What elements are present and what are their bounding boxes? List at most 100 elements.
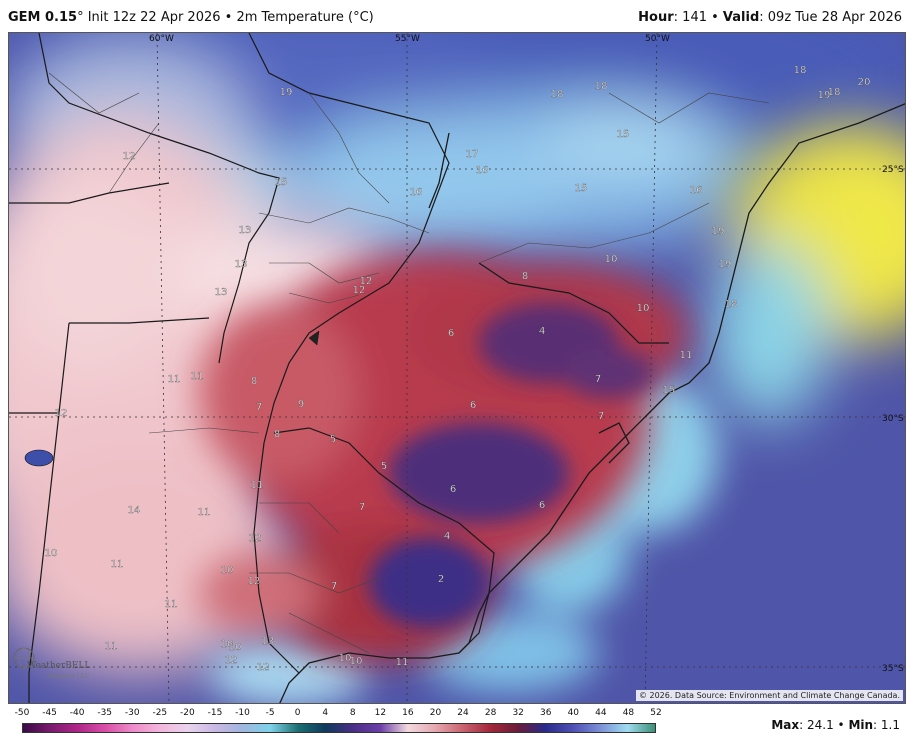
temp-label: 18: [828, 87, 841, 98]
colorbar-tick-label: 16: [402, 708, 414, 718]
hour-value: : 141 •: [673, 10, 723, 25]
country-borders: [9, 33, 669, 703]
temp-label: 12: [225, 655, 238, 666]
temp-label: 8: [274, 429, 280, 440]
colorbar-tick-label: 44: [595, 708, 607, 718]
temp-label: 13: [215, 287, 228, 298]
colorbar-tick-label: -20: [180, 708, 195, 718]
temp-label: 4: [539, 326, 545, 337]
temp-label: 13: [262, 636, 275, 647]
colorbar-tick-label: 32: [512, 708, 524, 718]
temperature-map[interactable]: 60°W 55°W 50°W 25°S 30°S 35°S 19 18 18 1…: [8, 32, 906, 704]
colorbar-tick-label: 0: [294, 708, 301, 718]
colorbar-tick-label: -40: [69, 708, 85, 718]
temp-label: 11: [396, 657, 409, 668]
lon-label-60w: 60°W: [149, 34, 174, 44]
temp-label: 15: [575, 183, 588, 194]
temp-label: 12: [360, 276, 373, 287]
temp-label: 18: [595, 81, 608, 92]
temp-label: 12: [257, 662, 270, 673]
min-value: : 1.1: [873, 718, 900, 732]
temp-label: 18: [725, 299, 738, 310]
temp-label: 13: [239, 225, 252, 236]
temp-label: 10: [339, 653, 352, 664]
temp-label: 12: [55, 408, 68, 419]
temp-label: 12: [249, 533, 262, 544]
lon-label-55w: 55°W: [395, 34, 420, 44]
temp-label: 12: [123, 151, 136, 162]
colorbar-tick-label: -15: [207, 708, 223, 718]
temp-label: 10: [229, 642, 242, 653]
lat-label-35s: 35°S: [882, 664, 904, 674]
lat-label-30s: 30°S: [882, 414, 904, 424]
colorbar-tick-label: -25: [152, 708, 168, 718]
temp-label: 10: [350, 656, 363, 667]
colorbar-tick-label: -30: [124, 708, 140, 718]
temp-label: 17: [466, 149, 479, 160]
map-canvas: 60°W 55°W 50°W 25°S 30°S 35°S 19 18 18 1…: [9, 33, 905, 703]
temp-label: 20: [858, 77, 871, 88]
temp-label: 19: [818, 90, 831, 101]
colorbar-tick-label: -50: [14, 708, 30, 718]
lakes: [24, 330, 320, 467]
temp-label: 6: [539, 500, 545, 511]
min-label: Min: [848, 718, 874, 732]
temp-label: 11: [198, 507, 211, 518]
colorbar-tick-label: 36: [540, 708, 552, 718]
copyright-notice: © 2026. Data Source: Environment and Cli…: [635, 690, 903, 701]
temp-label: 11: [165, 599, 178, 610]
temp-label: 6: [448, 328, 454, 339]
temperature-labels: 19 18 18 18 19 18 20 12 17 16 15 15 16 1…: [44, 65, 871, 673]
coastline: [279, 103, 905, 703]
temp-label: 9: [298, 399, 304, 410]
map-header: GEM 0.15° Init 12z 22 Apr 2026 • 2m Temp…: [0, 0, 914, 32]
colorbar-tick-label: 8: [349, 708, 356, 718]
temp-label: 19: [280, 87, 293, 98]
colorbar-legend: -50 -45 -40 -35 -30 -25 -20 -15 -10 -5 0 4 8 12 16 20 24…: [8, 708, 668, 748]
logo-subtext: Analytics LLC: [47, 673, 90, 680]
temp-label: 11: [191, 371, 204, 382]
model-name: GEM 0.15: [8, 10, 78, 25]
temp-label: 10: [605, 254, 618, 265]
colorbar-tick-label: 12: [374, 708, 387, 718]
colorbar-tick-label: -35: [97, 708, 113, 718]
temp-label: 16: [690, 185, 703, 196]
temp-label: 16: [476, 165, 489, 176]
header-left: GEM 0.15° Init 12z 22 Apr 2026 • 2m Temp…: [8, 10, 374, 25]
valid-value: : 09z Tue 28 Apr 2026: [759, 10, 902, 25]
colorbar-tick-label: -10: [235, 708, 250, 718]
temp-label: 6: [450, 484, 456, 495]
hour-label: Hour: [638, 10, 674, 25]
valid-label: Valid: [722, 10, 760, 25]
globe-icon: [13, 647, 35, 669]
temp-label: 8: [251, 376, 257, 387]
temp-label: 8: [522, 271, 528, 282]
temp-label: 4: [444, 531, 450, 542]
max-value: : 24.1 •: [799, 718, 849, 732]
colorbar-tick-label: 40: [567, 708, 580, 718]
temp-label: 11: [111, 559, 124, 570]
colorbar-tick-label: 4: [322, 708, 329, 718]
temp-label: 18: [794, 65, 807, 76]
colorbar-tick-labels: -50 -45 -40 -35 -30 -25 -20 -15 -10 -5 0 4 8 12 16 20 24…: [8, 708, 668, 722]
colorbar-tick-label: -5: [265, 708, 275, 718]
colorbar-tick-label: 48: [622, 708, 635, 718]
temp-label: 5: [330, 434, 336, 445]
temp-label: 10: [637, 303, 650, 314]
temp-label: 11: [105, 641, 118, 652]
max-label: Max: [771, 718, 800, 732]
temp-label: 19: [712, 226, 725, 237]
temp-label: 15: [663, 385, 676, 396]
temp-label: 13: [235, 259, 248, 270]
lat-label-25s: 25°S: [882, 165, 904, 175]
temp-label: 11: [251, 480, 264, 491]
temp-label: 2: [438, 574, 444, 585]
temp-label: 10: [221, 639, 234, 650]
logo-wordmark: WeatherBELL: [27, 661, 91, 671]
colorbar-tick-label: 28: [484, 708, 497, 718]
colorbar-tick-label: -45: [42, 708, 57, 718]
graticule-lines: [9, 33, 905, 703]
temp-label: 14: [128, 505, 141, 516]
temp-label: 6: [470, 400, 476, 411]
weatherbell-logo: WeatherBELL Analytics LLC: [13, 647, 93, 687]
